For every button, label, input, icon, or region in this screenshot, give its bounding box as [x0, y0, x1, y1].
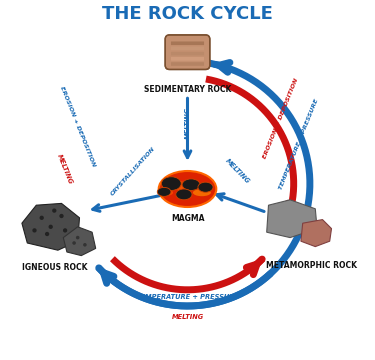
FancyBboxPatch shape	[171, 57, 204, 60]
Circle shape	[48, 225, 53, 229]
Ellipse shape	[193, 189, 211, 196]
Text: MELTING: MELTING	[171, 314, 204, 320]
Text: TEMPERATURE + PRESSURE: TEMPERATURE + PRESSURE	[136, 294, 239, 300]
Polygon shape	[267, 200, 317, 238]
Text: TEMPERATURE + PRESSURE: TEMPERATURE + PRESSURE	[279, 98, 320, 190]
Polygon shape	[63, 227, 96, 256]
FancyBboxPatch shape	[171, 52, 204, 55]
Text: EROSION + DEPOSITION: EROSION + DEPOSITION	[59, 85, 96, 167]
Ellipse shape	[166, 181, 188, 190]
FancyBboxPatch shape	[171, 41, 204, 45]
Ellipse shape	[159, 171, 216, 207]
FancyBboxPatch shape	[165, 35, 210, 69]
Ellipse shape	[159, 189, 173, 196]
Text: MELTING: MELTING	[184, 106, 190, 139]
Text: THE ROCK CYCLE: THE ROCK CYCLE	[102, 5, 273, 23]
Text: CRYSTALLISATION: CRYSTALLISATION	[110, 145, 157, 197]
Text: SEDIMENTARY ROCK: SEDIMENTARY ROCK	[144, 85, 231, 94]
Text: METAMORPHIC ROCK: METAMORPHIC ROCK	[266, 261, 357, 270]
Ellipse shape	[157, 188, 171, 197]
Ellipse shape	[161, 177, 181, 190]
Circle shape	[83, 243, 87, 247]
Circle shape	[32, 228, 37, 233]
Ellipse shape	[198, 182, 213, 192]
Circle shape	[52, 208, 57, 213]
FancyBboxPatch shape	[171, 62, 204, 66]
Circle shape	[72, 241, 76, 245]
Text: MELTING: MELTING	[225, 157, 251, 185]
FancyBboxPatch shape	[171, 47, 204, 50]
Ellipse shape	[182, 179, 200, 190]
Text: IGNEOUS ROCK: IGNEOUS ROCK	[21, 263, 87, 272]
Text: MAGMA: MAGMA	[171, 214, 204, 223]
Text: MELTING: MELTING	[56, 153, 74, 185]
Ellipse shape	[176, 189, 192, 200]
Polygon shape	[22, 203, 80, 250]
Polygon shape	[301, 220, 332, 247]
Circle shape	[76, 236, 80, 239]
Circle shape	[59, 214, 64, 218]
Circle shape	[39, 216, 44, 220]
Circle shape	[63, 228, 67, 233]
Circle shape	[45, 232, 49, 236]
Text: EROSION + DEPOSITION: EROSION + DEPOSITION	[262, 78, 300, 160]
